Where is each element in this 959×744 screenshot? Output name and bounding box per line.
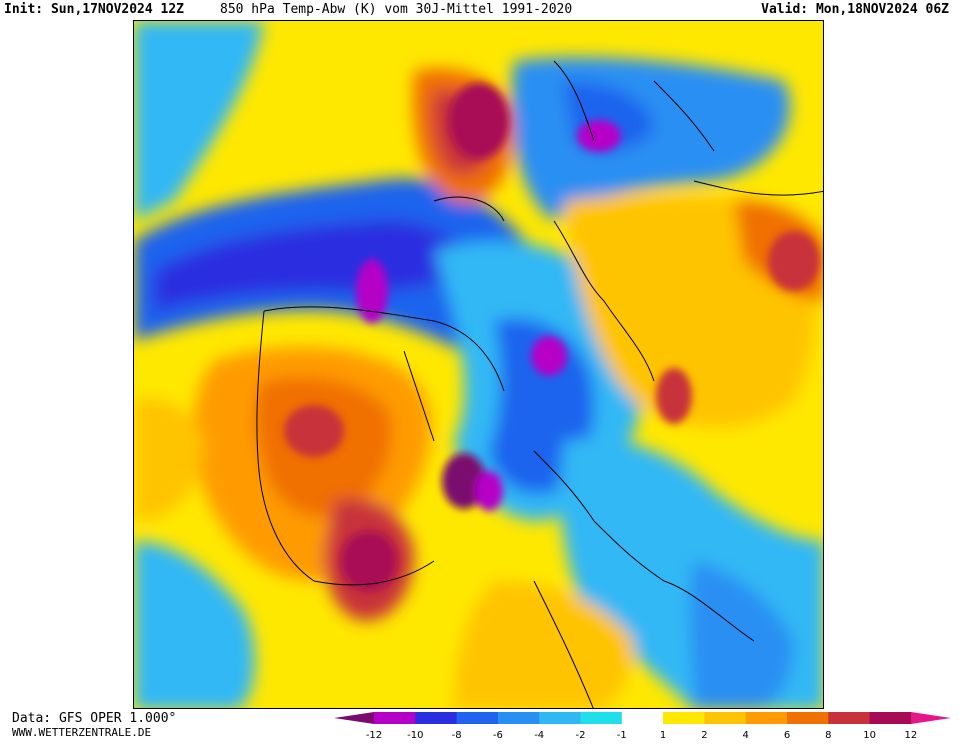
legend-tick-label: 10 xyxy=(863,730,876,740)
chart-header: Init: Sun,17NOV2024 12Z 850 hPa Temp-Abw… xyxy=(4,2,955,18)
legend-tick-label: 8 xyxy=(825,730,831,740)
legend-swatch xyxy=(415,712,458,724)
anomaly-field xyxy=(134,21,823,708)
legend-swatch xyxy=(456,712,499,724)
init-time: Init: Sun,17NOV2024 12Z xyxy=(4,2,185,17)
legend-swatch xyxy=(869,712,912,724)
legend-tick-label: 1 xyxy=(660,730,666,740)
map-svg xyxy=(134,21,823,708)
legend-swatch xyxy=(621,712,664,724)
valid-time: Valid: Mon,18NOV2024 06Z xyxy=(761,2,949,17)
legend-tick-label: -4 xyxy=(534,730,544,740)
legend-tick-label: -1 xyxy=(617,730,627,740)
legend-arrow-right xyxy=(910,712,951,724)
legend-tick-label: -10 xyxy=(407,730,423,740)
legend-tick-label: -2 xyxy=(576,730,586,740)
legend-swatch xyxy=(539,712,581,724)
legend-swatch xyxy=(580,712,623,724)
anomaly-map[interactable] xyxy=(133,20,824,709)
data-source: Data: GFS OPER 1.000° xyxy=(12,711,177,726)
legend-swatch xyxy=(787,712,829,724)
website-link[interactable]: WWW.WETTERZENTRALE.DE xyxy=(12,726,152,739)
legend-swatch xyxy=(663,712,705,724)
legend-tick-label: 6 xyxy=(784,730,790,740)
legend-swatch xyxy=(497,712,540,724)
legend-tick-label: -12 xyxy=(366,730,382,740)
color-legend: -12 -10 -8 -6 -4 -2 -1 1 2 4 6 8 10 12 xyxy=(334,712,956,741)
coastlines xyxy=(256,60,823,708)
legend-tick-label: 2 xyxy=(701,730,707,740)
legend-swatch xyxy=(704,712,747,724)
footer: Data: GFS OPER 1.000° WWW.WETTERZENTRALE… xyxy=(12,711,176,739)
legend-tick-label: -8 xyxy=(452,730,462,740)
anomaly-extremes xyxy=(284,83,820,591)
legend-swatch xyxy=(374,712,416,724)
legend-swatch xyxy=(745,712,788,724)
legend-swatch xyxy=(828,712,871,724)
legend-tick-label: 12 xyxy=(905,730,918,740)
legend-arrow-left xyxy=(334,712,374,724)
chart-title: 850 hPa Temp-Abw (K) vom 30J-Mittel 1991… xyxy=(220,2,573,17)
legend-svg: -12 -10 -8 -6 -4 -2 -1 1 2 4 6 8 10 12 xyxy=(334,712,951,741)
legend-tick-label: -6 xyxy=(493,730,503,740)
legend-tick-label: 4 xyxy=(743,730,749,740)
